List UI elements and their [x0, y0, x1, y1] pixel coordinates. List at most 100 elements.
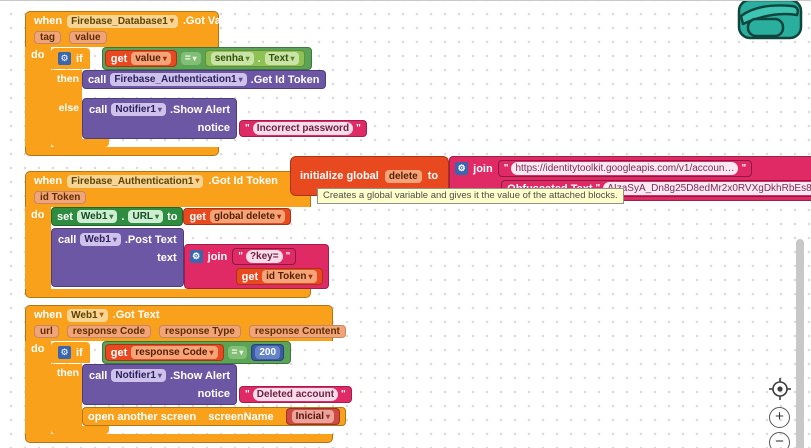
param-tag: tag: [34, 31, 61, 44]
chevron-down-icon: ▾: [169, 16, 174, 25]
url-string-block[interactable]: " https://identitytoolkit.googleapis.com…: [497, 160, 753, 177]
mutator-gear-icon[interactable]: ⚙: [58, 52, 71, 65]
recenter-icon[interactable]: [768, 377, 792, 401]
set-web1-url-block[interactable]: set Web1 ▾ . URL ▾ to: [51, 207, 184, 226]
call-get-id-token-block[interactable]: call Firebase_Authentication1 ▾ .Get Id T…: [82, 70, 326, 89]
property-dropdown[interactable]: URL ▾: [128, 210, 164, 223]
get-global-delete-block[interactable]: get global delete ▾: [183, 208, 292, 225]
close-quote: ": [341, 389, 346, 400]
if-header: ⚙ if: [51, 342, 90, 363]
number-field[interactable]: 200: [255, 346, 281, 359]
text-socket-label: text: [157, 251, 177, 264]
get-label: get: [110, 346, 128, 359]
number-block[interactable]: 200: [251, 344, 285, 361]
string-field[interactable]: Incorrect password: [252, 122, 354, 135]
chevron-down-icon: ▾: [99, 310, 104, 319]
event-params-row: id Token: [25, 190, 311, 207]
component-dropdown[interactable]: Web1 ▾: [76, 210, 118, 223]
to-label: to: [427, 170, 439, 182]
block-when-firebase-auth-got-id-token[interactable]: when Firebase_Authentication1 ▾ .Got Id T…: [25, 171, 329, 298]
when-label: when: [34, 15, 63, 27]
component-dropdown[interactable]: Firebase_Authentication1 ▾: [110, 73, 247, 86]
call-show-alert-block[interactable]: call Notifier1 ▾ .Show Alert notice: [82, 364, 238, 405]
property-dropdown[interactable]: Text ▾: [264, 52, 299, 65]
equals-block[interactable]: get response Code ▾ = ▾ 200: [101, 341, 292, 364]
tooltip: Creates a global variable and gives it t…: [317, 188, 624, 204]
param-value: value: [69, 31, 107, 44]
get-response-code-block[interactable]: get response Code ▾: [104, 344, 224, 361]
backpack-icon[interactable]: [736, 1, 810, 47]
event-params-row: tag value: [25, 30, 219, 47]
join-block[interactable]: ⚙ join " ?key= " get id Token ▾: [183, 244, 329, 289]
call-post-text-block[interactable]: call Web1 ▾ .Post Text text: [51, 228, 184, 287]
join-label: join: [473, 162, 493, 175]
event-name-label: .Got Text: [112, 309, 160, 321]
block-when-web1-got-text[interactable]: when Web1 ▾ .Got Text url response Code r…: [25, 305, 352, 443]
variable-dropdown[interactable]: global delete ▾: [209, 210, 286, 223]
call-label: call: [88, 73, 107, 86]
component-dropdown[interactable]: Web1 ▾: [80, 233, 121, 246]
if-block[interactable]: ⚙ if get value ▾ = ▾ senha ▾ . Text ▾: [51, 47, 367, 147]
variable-name-field[interactable]: delete: [384, 169, 422, 183]
component-dropdown[interactable]: senha ▾: [210, 52, 254, 65]
mutator-gear-icon[interactable]: ⚙: [58, 346, 71, 359]
event-block-foot: [25, 434, 333, 443]
then-label: then: [56, 367, 79, 379]
open-another-screen-block[interactable]: open another screen screenName Inicial ▾: [82, 407, 347, 426]
text-string-block[interactable]: " ?key= ": [232, 248, 297, 265]
call-show-alert-block[interactable]: call Notifier1 ▾ .Show Alert notice: [82, 98, 238, 139]
component-dropdown[interactable]: Firebase_Database1 ▾: [67, 14, 178, 28]
obfuscated-string-field[interactable]: AIzaSyA_Dn8g25D8edMr2x0RVXgDkhRbEs8U5Bc: [603, 182, 811, 195]
text-string-block[interactable]: " Deleted account ": [239, 386, 352, 403]
text-string-block[interactable]: " Incorrect password ": [239, 120, 367, 137]
param-id-token: id Token: [34, 191, 87, 204]
component-dropdown[interactable]: Firebase_Authentication1 ▾: [67, 174, 204, 188]
variable-dropdown[interactable]: value ▾: [131, 52, 171, 65]
do-label: do: [31, 209, 45, 221]
event-name-label: .Got Id Token: [208, 175, 278, 187]
variable-dropdown[interactable]: id Token ▾: [262, 270, 317, 283]
block-when-firebase-database-got-value[interactable]: when Firebase_Database1 ▾ .Got Value tag …: [25, 11, 367, 156]
event-body: do set Web1 ▾ . URL ▾ to get global delete…: [25, 207, 329, 289]
initialize-global-label: initialize global: [300, 170, 379, 182]
chevron-down-icon: ▾: [109, 211, 114, 221]
screen-name-label: screenName: [208, 410, 274, 423]
operator-dropdown[interactable]: = ▾: [180, 52, 201, 65]
if-label: if: [76, 52, 83, 65]
chevron-down-icon: ▾: [162, 53, 167, 63]
component-dropdown[interactable]: Web1 ▾: [67, 308, 108, 322]
string-field[interactable]: Deleted account: [252, 388, 339, 401]
senha-text-getter-block[interactable]: senha ▾ . Text ▾: [204, 50, 305, 67]
open-quote: ": [503, 163, 509, 174]
event-body: do ⚙ if get value ▾ = ▾ senha ▾: [25, 47, 367, 147]
close-quote: ": [741, 163, 747, 174]
mutator-gear-icon[interactable]: ⚙: [455, 162, 469, 175]
get-label: get: [189, 210, 206, 223]
url-string-field[interactable]: https://identitytoolkit.googleapis.com/v…: [511, 162, 739, 175]
dot-label: .: [257, 52, 261, 65]
if-block[interactable]: ⚙ if get response Code ▾ = ▾ 200: [51, 341, 352, 434]
param-response-code: response Code: [66, 325, 152, 338]
get-value-block[interactable]: get value ▾: [104, 50, 177, 67]
set-label: set: [57, 210, 73, 223]
component-dropdown[interactable]: Notifier1 ▾: [111, 369, 166, 382]
equals-block[interactable]: get value ▾ = ▾ senha ▾ . Text ▾: [101, 47, 312, 70]
zoom-in-button[interactable]: +: [769, 407, 790, 428]
mutator-gear-icon[interactable]: ⚙: [189, 250, 203, 263]
close-quote: ": [356, 123, 361, 134]
component-dropdown[interactable]: Notifier1 ▾: [111, 103, 166, 116]
operator-dropdown[interactable]: = ▾: [227, 346, 248, 359]
open-quote: ": [245, 389, 250, 400]
variable-dropdown[interactable]: response Code ▾: [131, 346, 218, 359]
if-block-foot: [51, 139, 109, 147]
method-label: .Show Alert: [169, 369, 231, 382]
zoom-out-button[interactable]: −: [769, 432, 790, 448]
vertical-scrollbar-thumb[interactable]: [796, 239, 804, 448]
string-field[interactable]: ?key=: [245, 250, 283, 263]
event-block-header: when Firebase_Database1 ▾ .Got Value: [25, 11, 237, 30]
call-label: call: [58, 233, 77, 246]
screen-dropdown-block[interactable]: Inicial ▾: [285, 408, 341, 425]
get-id-token-block[interactable]: get id Token ▾: [235, 268, 323, 285]
screen-dropdown[interactable]: Inicial ▾: [291, 410, 335, 423]
